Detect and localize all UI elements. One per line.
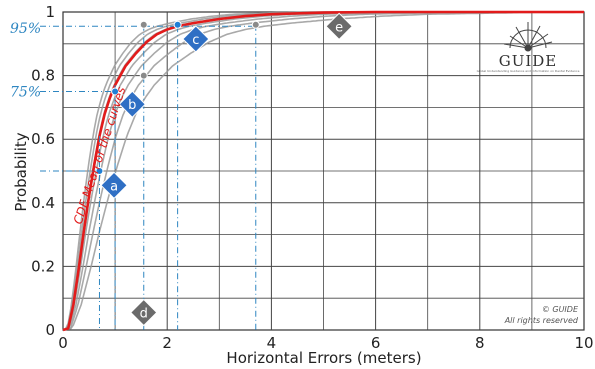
- y-tick-label: 1: [45, 3, 55, 21]
- marker-label-d: d: [140, 307, 148, 322]
- mean-point: [95, 167, 104, 175]
- x-tick-label: 8: [475, 334, 485, 352]
- marker-label-c: c: [192, 33, 199, 48]
- logo-title: GUIDE: [499, 52, 558, 70]
- x-tick-label: 2: [162, 334, 172, 352]
- mean-point: [111, 87, 120, 96]
- percent-label: 75%: [10, 85, 41, 101]
- x-axis-title: Horizontal Errors (meters): [226, 349, 421, 367]
- marker-diamond-d: [130, 298, 158, 327]
- curves: [62, 10, 584, 332]
- y-tick-label: 0.4: [31, 194, 55, 212]
- marker-diamond-a: [100, 171, 128, 200]
- y-axis-title: Probability: [12, 132, 30, 211]
- marks: a b c d e: [95, 12, 353, 327]
- mean-cdf-curve: [62, 10, 584, 332]
- marker-label-b: b: [128, 98, 136, 113]
- marker-label-a: a: [110, 179, 118, 194]
- y-tick-label: 0.6: [31, 130, 55, 148]
- marker-diamond-c: [182, 25, 210, 53]
- compass-icon: [503, 22, 553, 52]
- y-tick-label: 0.2: [31, 257, 55, 275]
- marker-label-e: e: [335, 20, 343, 35]
- sample-point: [139, 71, 148, 80]
- grid: [62, 11, 585, 331]
- guide-logo: GUIDE Global Understanding Guidance and …: [477, 22, 580, 73]
- copyright-line-2: All rights reserved: [504, 316, 579, 325]
- y-tick-label: 0: [45, 321, 55, 339]
- x-tick-label: 0: [58, 334, 68, 352]
- guide-lines: [40, 24, 257, 330]
- x-tick-label: 10: [574, 334, 593, 352]
- copyright-line-1: © GUIDE: [542, 305, 579, 314]
- y-tick-label: 0.8: [31, 67, 55, 85]
- mean-point: [173, 20, 182, 29]
- percent-label: 95%: [10, 21, 41, 37]
- marker-diamond-e: [325, 12, 353, 41]
- marker-diamond-b: [118, 90, 147, 118]
- sample-point: [139, 20, 148, 29]
- logo-subtitle: Global Understanding Guidance and Inform…: [477, 69, 580, 73]
- sample-point: [251, 20, 260, 29]
- x-tick-label: 6: [371, 334, 381, 352]
- x-tick-label: 4: [267, 334, 277, 352]
